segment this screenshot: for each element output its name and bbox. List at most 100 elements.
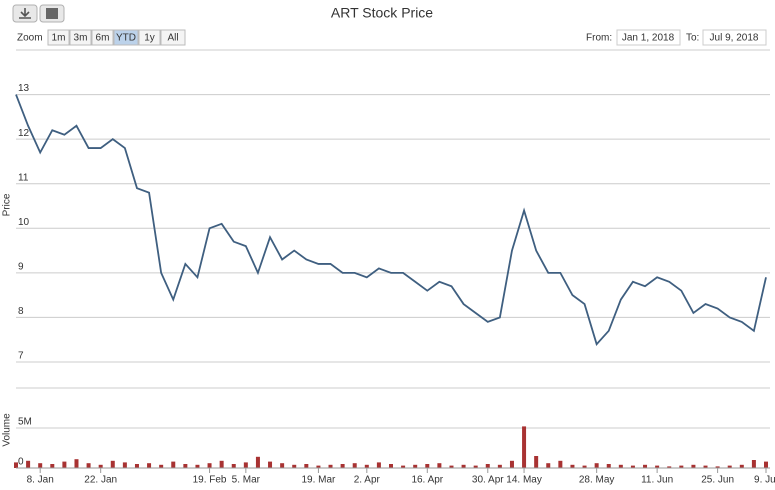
volume-bar: [643, 464, 648, 468]
zoom-button[interactable]: 3m: [69, 29, 92, 46]
x-tick-label: 2. Apr: [354, 475, 381, 486]
volume-bar: [183, 464, 188, 468]
volume-bar: [195, 464, 200, 468]
volume-bar: [38, 463, 43, 468]
zoom-button[interactable]: 6m: [91, 29, 114, 46]
print-button[interactable]: [39, 4, 65, 23]
volume-bar: [437, 463, 442, 468]
x-tick-label: 11. Jun: [641, 475, 673, 486]
volume-bar: [316, 465, 321, 468]
y-tick-label: 5M: [18, 417, 32, 428]
volume-bar: [74, 459, 79, 468]
volume-bar: [50, 464, 55, 468]
volume-bar: [147, 463, 152, 468]
from-date: Jan 1, 2018: [622, 33, 675, 44]
volume-bar: [340, 464, 345, 468]
from-input[interactable]: Jan 1, 2018: [616, 29, 681, 46]
x-tick-label: 9. Jul: [754, 475, 775, 486]
volume-bar: [667, 466, 672, 468]
volume-bar: [594, 463, 599, 468]
x-tick-label: 14. May: [506, 475, 542, 486]
x-tick-label: 30. Apr: [472, 475, 504, 486]
volume-bar: [255, 456, 260, 468]
y-tick-label: 10: [18, 217, 30, 228]
volume-bar: [207, 463, 212, 468]
button-bg: [47, 29, 70, 46]
button-bg: [91, 29, 114, 46]
y-tick-label: 7: [18, 351, 24, 362]
volume-bar: [497, 464, 502, 468]
button-label: 1y: [144, 33, 155, 44]
download-icon: [19, 8, 31, 19]
button-label: 1m: [52, 33, 66, 44]
y-tick-label: 11: [18, 172, 29, 183]
y-axis-title: Price: [2, 193, 13, 216]
volume-bar: [231, 464, 236, 468]
y-axis-title: Volume: [2, 413, 13, 447]
volume-bar: [122, 462, 127, 468]
volume-bar: [304, 464, 309, 468]
button-label: 3m: [74, 33, 88, 44]
zoom-button[interactable]: All: [160, 29, 186, 46]
volume-bar: [389, 464, 393, 468]
volume-bar: [679, 465, 684, 468]
x-tick-label: 8. Jan: [27, 475, 54, 486]
volume-bar: [26, 460, 31, 468]
volume-bar: [691, 464, 696, 468]
zoom-label: Zoom: [17, 33, 43, 44]
volume-bar: [473, 465, 478, 468]
button-label: 6m: [96, 33, 110, 44]
x-tick-label: 28. May: [579, 475, 615, 486]
print-icon: [46, 8, 58, 19]
to-input[interactable]: Jul 9, 2018: [702, 29, 767, 46]
volume-bar: [522, 426, 527, 468]
volume-bar: [715, 466, 720, 468]
volume-bar: [401, 465, 406, 468]
button-bg: [160, 29, 186, 46]
zoom-button[interactable]: 1m: [47, 29, 70, 46]
zoom-button[interactable]: 1y: [138, 29, 161, 46]
volume-bar: [159, 464, 164, 468]
volume-bar: [98, 464, 103, 468]
input-box: [616, 29, 681, 46]
button-bg: [113, 29, 139, 46]
y-tick-label: 8: [18, 306, 24, 317]
button-bg: [138, 29, 161, 46]
volume-bar: [110, 460, 115, 468]
volume-bar: [655, 465, 660, 468]
price-line: [15, 94, 767, 346]
volume-bar: [243, 462, 248, 468]
volume-bar: [280, 463, 285, 468]
volume-bar: [703, 465, 708, 468]
volume-bar: [425, 464, 430, 468]
x-tick-label: 19. Feb: [193, 475, 227, 486]
volume-bar: [751, 460, 756, 468]
zoom-button[interactable]: YTD: [113, 29, 139, 46]
volume-bar: [739, 464, 744, 468]
volume-bar: [606, 464, 611, 468]
zoom-buttons: 1m 3m 6m YTD 1y All: [47, 29, 186, 46]
volume-bar: [618, 464, 623, 468]
volume-bar: [509, 460, 514, 468]
chart-title: ART Stock Price: [331, 5, 433, 21]
input-box: [702, 29, 767, 46]
volume-bar: [62, 461, 67, 468]
volume-bar: [292, 464, 297, 468]
x-tick-label: 5. Mar: [232, 475, 261, 486]
volume-bar: [219, 460, 224, 468]
volume-bar: [570, 464, 575, 468]
volume-bar: [630, 465, 635, 468]
volume-bar: [352, 463, 357, 468]
volume-bar: [86, 463, 91, 468]
y-tick-label: 9: [18, 261, 24, 272]
y-tick-label: 12: [18, 128, 30, 139]
volume-bar: [171, 461, 176, 468]
volume-bar: [413, 464, 418, 468]
x-tick-label: 22. Jan: [84, 475, 117, 486]
to-label: To:: [686, 33, 699, 44]
volume-bar: [461, 464, 466, 468]
volume-bar: [764, 461, 768, 468]
volume-bar: [449, 465, 454, 468]
download-button[interactable]: [12, 4, 38, 23]
